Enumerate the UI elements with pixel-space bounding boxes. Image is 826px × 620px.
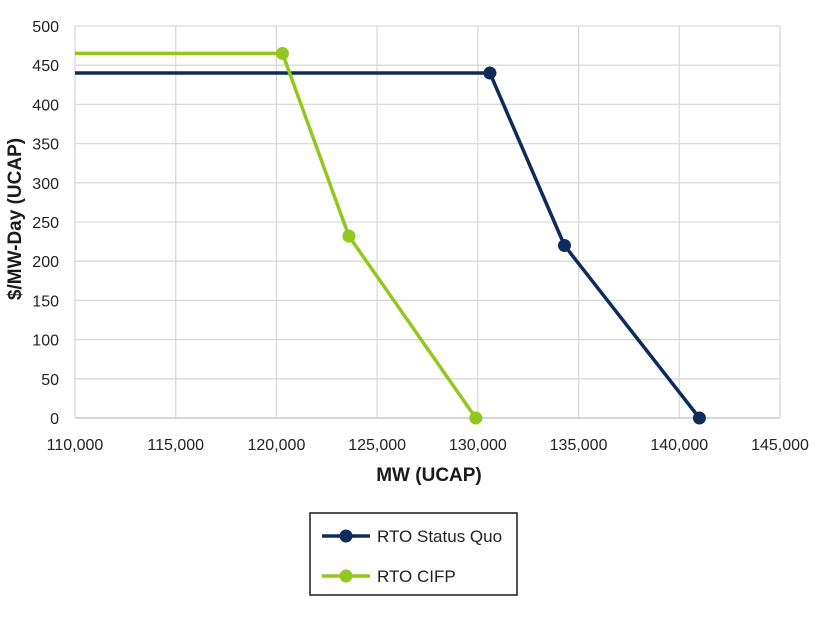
series-line-rto-cifp — [75, 51, 478, 420]
x-tick-label: 115,000 — [147, 437, 204, 454]
legend-marker-rto-cifp — [339, 569, 353, 583]
y-tick-label: 450 — [32, 58, 59, 75]
y-tick-label: 350 — [32, 137, 59, 154]
data-point-rto-cifp — [469, 411, 483, 425]
data-point-rto-status-quo — [692, 411, 706, 425]
y-tick-label: 500 — [32, 19, 59, 36]
x-tick-label: 145,000 — [751, 437, 809, 454]
chart-series — [75, 46, 706, 425]
y-tick-label: 300 — [32, 176, 59, 193]
x-tick-label: 125,000 — [348, 437, 406, 454]
legend-label-rto-status-quo: RTO Status Quo — [377, 527, 502, 546]
data-point-rto-cifp — [275, 46, 289, 60]
legend: RTO Status Quo RTO CIFP — [309, 512, 518, 596]
x-tick-label: 140,000 — [650, 437, 708, 454]
data-point-rto-status-quo — [557, 239, 571, 253]
y-tick-label: 100 — [32, 333, 59, 350]
y-axis-title: $/MW-Day (UCAP) — [5, 138, 26, 300]
y-tick-label: 50 — [41, 372, 59, 389]
x-axis-tick-labels: 110,000 115,000 120,000 125,000 130,000 135,0… — [47, 437, 809, 454]
y-tick-label: 200 — [32, 254, 59, 271]
legend-marker-rto-status-quo — [339, 529, 353, 543]
y-axis-tick-labels: 0 50 100 150 200 250 300 350 400 450 500 — [32, 19, 59, 428]
data-point-rto-status-quo — [483, 66, 497, 80]
x-tick-label: 120,000 — [248, 437, 306, 454]
y-tick-label: 250 — [32, 215, 59, 232]
x-tick-label: 135,000 — [550, 437, 608, 454]
y-tick-label: 150 — [32, 293, 59, 310]
y-tick-label: 0 — [50, 411, 59, 428]
chart-gridlines — [74, 25, 781, 419]
x-tick-label: 110,000 — [47, 437, 104, 454]
x-axis-title: MW (UCAP) — [376, 465, 482, 486]
series-line-rto-status-quo — [75, 71, 701, 420]
data-point-rto-cifp — [342, 229, 356, 243]
y-tick-label: 400 — [32, 97, 59, 114]
x-tick-label: 130,000 — [449, 437, 507, 454]
legend-label-rto-cifp: RTO CIFP — [377, 567, 456, 586]
